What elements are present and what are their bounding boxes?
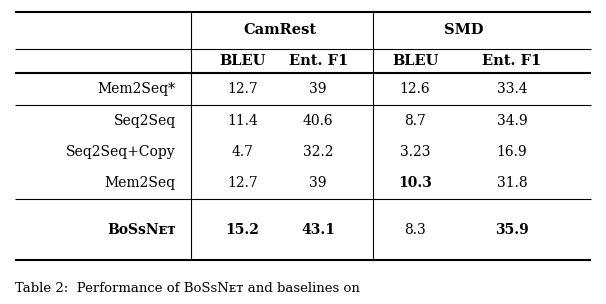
Text: 10.3: 10.3 <box>398 176 432 190</box>
Text: 35.9: 35.9 <box>495 223 529 237</box>
Text: BLEU: BLEU <box>219 54 265 68</box>
Text: 39: 39 <box>310 176 327 190</box>
Text: 4.7: 4.7 <box>231 145 253 159</box>
Text: Ent. F1: Ent. F1 <box>288 54 348 68</box>
Text: 3.23: 3.23 <box>400 145 430 159</box>
Text: BᴏSsNᴇᴛ: BᴏSsNᴇᴛ <box>107 223 176 237</box>
Text: BLEU: BLEU <box>392 54 438 68</box>
Text: 8.3: 8.3 <box>404 223 426 237</box>
Text: 40.6: 40.6 <box>303 114 333 128</box>
Text: Ent. F1: Ent. F1 <box>482 54 542 68</box>
Text: 12.6: 12.6 <box>400 82 430 96</box>
Text: Table 2:  Performance of BᴏSsNᴇᴛ and baselines on: Table 2: Performance of BᴏSsNᴇᴛ and base… <box>15 282 360 295</box>
Text: 15.2: 15.2 <box>225 223 259 237</box>
Text: 12.7: 12.7 <box>227 176 258 190</box>
Text: 8.7: 8.7 <box>404 114 426 128</box>
Text: 39: 39 <box>310 82 327 96</box>
Text: 16.9: 16.9 <box>497 145 527 159</box>
Text: 11.4: 11.4 <box>227 114 258 128</box>
Text: 32.2: 32.2 <box>303 145 333 159</box>
Text: 43.1: 43.1 <box>301 223 335 237</box>
Text: SMD: SMD <box>444 23 484 37</box>
Text: Seq2Seq+Copy: Seq2Seq+Copy <box>66 145 176 159</box>
Text: Seq2Seq: Seq2Seq <box>113 114 176 128</box>
Text: 34.9: 34.9 <box>497 114 527 128</box>
Text: Mem2Seq: Mem2Seq <box>105 176 176 190</box>
Text: Mem2Seq*: Mem2Seq* <box>98 82 176 96</box>
Text: 33.4: 33.4 <box>497 82 527 96</box>
Text: 31.8: 31.8 <box>497 176 527 190</box>
Text: CamRest: CamRest <box>244 23 316 37</box>
Text: 12.7: 12.7 <box>227 82 258 96</box>
